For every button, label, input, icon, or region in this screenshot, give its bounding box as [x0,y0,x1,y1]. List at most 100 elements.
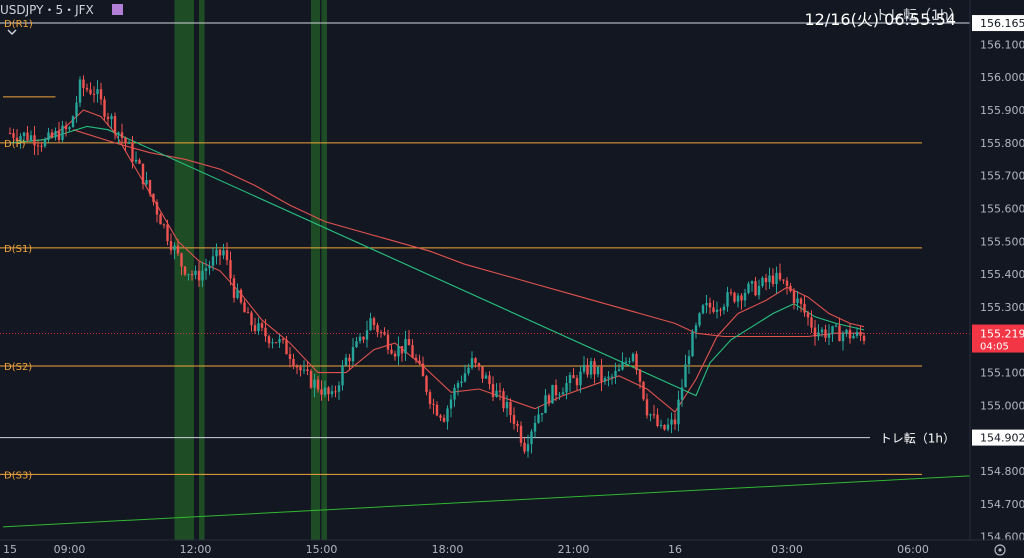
candle-body-23 [89,89,92,94]
candle-body-243 [859,332,862,336]
candlesticks [8,75,866,458]
candle-body-162 [575,378,579,386]
candle-body-238 [841,333,845,342]
candle-body-186 [659,424,663,426]
candle-body-133 [474,358,477,364]
y-tick-label-8: 155.400 [980,268,1024,281]
candle-body-178 [631,353,635,362]
candle-body-172 [610,376,614,378]
candle-body-56 [204,268,208,271]
candle-body-81 [292,359,295,367]
candle-body-232 [820,329,824,333]
candle-body-140 [498,390,502,392]
candle-body-59 [215,249,218,257]
candle-body-40 [148,180,152,194]
candle-body-197 [698,313,701,326]
candle-body-8 [36,145,40,147]
pivot-levels [0,22,970,475]
candle-body-211 [747,283,750,293]
candle-body-99 [355,341,358,348]
candle-body-104 [372,318,376,326]
candle-body-224 [792,291,796,304]
price-axis-background [970,0,1024,558]
candle-body-236 [834,325,838,327]
x-tick-label-2: 12:00 [180,543,212,556]
candle-body-85 [306,369,309,372]
candle-body-214 [757,285,761,296]
candle-body-169 [600,366,603,382]
candle-body-206 [729,292,733,294]
flag-icon[interactable] [112,4,123,15]
candle-body-202 [715,309,719,312]
candle-body-93 [334,391,337,393]
candle-body-156 [554,384,558,396]
candle-body-125 [446,408,449,422]
x-tick-label-0: 15 [3,543,17,556]
candle-body-50 [183,266,187,275]
candle-body-141 [502,391,505,409]
y-tick-label-11: 155.100 [980,367,1024,380]
candle-body-201 [712,307,715,312]
candle-body-90 [323,387,327,395]
candle-body-168 [596,366,600,375]
candle-body-112 [400,346,404,354]
candle-body-175 [621,362,624,370]
candle-body-223 [789,285,792,292]
candle-body-126 [449,399,453,409]
candle-body-148 [526,444,530,452]
candle-body-10 [43,140,47,147]
candle-body-183 [649,414,652,416]
x-tick-label-7: 03:00 [771,543,803,556]
candle-body-43 [159,214,162,225]
candle-body-3 [19,136,22,142]
candle-body-179 [635,353,638,370]
candle-body-221 [782,279,785,281]
candle-body-222 [785,280,789,286]
candle-body-198 [701,305,705,314]
candle-body-13 [54,130,57,138]
candle-body-0 [8,133,12,135]
candle-body-49 [180,253,183,267]
level-label-4: D(S3) [4,470,32,481]
candle-body-157 [558,394,561,396]
candle-body-173 [614,370,617,377]
candle-body-102 [365,330,369,340]
candle-body-107 [383,332,386,335]
candle-body-16 [64,125,68,130]
candle-body-66 [239,289,243,303]
candle-body-91 [327,387,330,395]
candle-body-124 [442,417,446,422]
candle-body-240 [848,329,852,339]
symbol-title[interactable]: USDJPY・5・JFX [0,3,94,17]
gear-icon[interactable] [994,544,1006,556]
x-tick-label-5: 21:00 [558,543,590,556]
candle-body-15 [61,125,64,140]
candle-body-129 [460,381,463,384]
candle-body-88 [316,379,320,390]
chevron-down-icon[interactable] [7,29,17,35]
candle-body-82 [295,366,299,368]
y-tick-label-1: 156.100 [980,38,1024,51]
candle-body-74 [267,336,271,344]
candle-body-150 [533,422,537,432]
candle-body-185 [656,414,659,426]
candle-body-11 [47,132,50,141]
x-tick-label-4: 18:00 [432,543,464,556]
candle-body-131 [467,367,470,374]
candle-body-200 [708,302,712,308]
candle-body-62 [225,250,229,261]
candle-body-160 [568,375,572,384]
candle-body-41 [152,193,155,203]
candle-body-45 [166,224,169,242]
y-tick-label-6: 155.600 [980,202,1024,215]
candle-body-98 [351,347,355,362]
candle-body-24 [92,93,96,95]
candle-body-9 [40,145,43,147]
candle-body-28 [106,116,110,120]
x-tick-label-6: 16 [668,543,682,556]
candle-body-191 [677,399,680,425]
candle-body-68 [246,312,250,314]
candle-body-114 [407,339,411,346]
candle-body-134 [477,363,481,367]
